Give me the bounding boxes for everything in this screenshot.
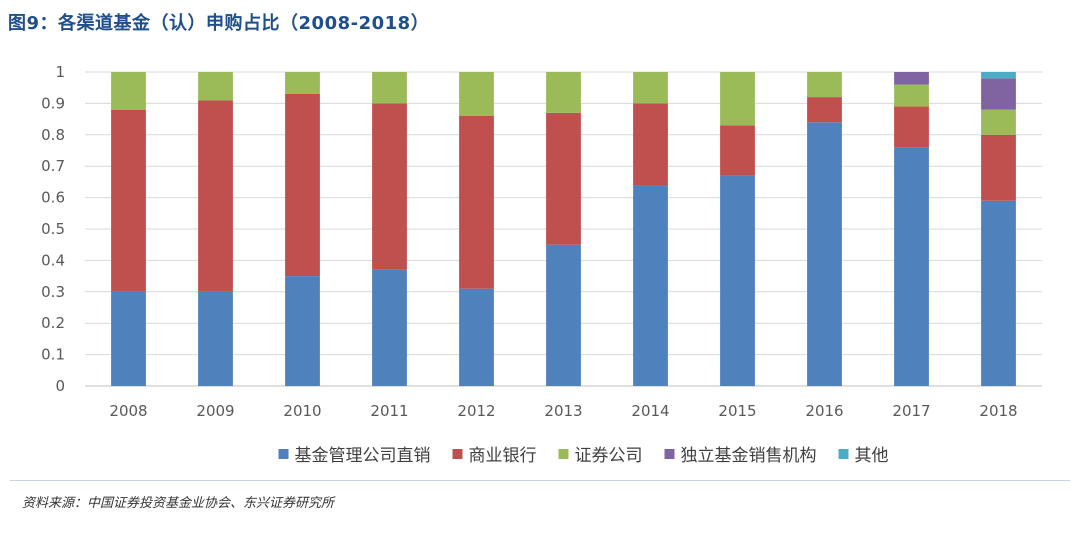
legend-swatch — [452, 449, 463, 459]
legend-label: 证券公司 — [575, 446, 643, 466]
bar-segment — [285, 276, 320, 386]
legend: 基金管理公司直销 商业银行 证券公司 独立基金销售机构 其他 — [278, 446, 889, 466]
y-tick-label: 0.2 — [41, 314, 65, 332]
legend-swatch — [664, 449, 675, 459]
bar-segment — [807, 72, 842, 98]
bar-segment — [894, 84, 929, 107]
divider — [10, 480, 1070, 481]
y-tick-label: 1 — [55, 63, 65, 81]
bar-segment — [372, 269, 407, 386]
source-note: 资料来源：中国证券投资基金业协会、东兴证券研究所 — [22, 496, 335, 511]
x-tick-label: 2015 — [718, 402, 756, 420]
bar-segment — [459, 72, 494, 116]
bar-segment — [111, 291, 146, 386]
x-tick-label: 2017 — [892, 402, 930, 420]
bar-segment — [981, 134, 1016, 201]
y-tick-label: 0.7 — [41, 157, 65, 175]
x-tick-label: 2012 — [457, 402, 495, 420]
legend-label: 商业银行 — [469, 446, 537, 466]
legend-swatch — [838, 449, 849, 459]
legend-label: 基金管理公司直销 — [295, 446, 431, 466]
bar-segment — [111, 72, 146, 110]
bar-segment — [633, 72, 668, 104]
x-tick-label: 2011 — [370, 402, 408, 420]
x-tick-label: 2014 — [631, 402, 669, 420]
bar-segment — [981, 72, 1016, 79]
bar-segment — [633, 103, 668, 186]
y-tick-label: 0.5 — [41, 220, 65, 238]
legend-label: 其他 — [855, 446, 889, 466]
bar-segment — [111, 109, 146, 292]
y-tick-label: 0 — [55, 377, 65, 395]
x-axis: 2008 2009 2010 2011 2012 2013 2014 2015 2016 2017… — [109, 402, 1017, 420]
bar-segment — [807, 97, 842, 123]
x-tick-label: 2013 — [544, 402, 582, 420]
legend-label: 独立基金销售机构 — [681, 446, 817, 466]
bar-segment — [546, 112, 581, 245]
y-tick-label: 0.9 — [41, 94, 65, 112]
y-tick-label: 0.3 — [41, 283, 65, 301]
bar-segment — [198, 72, 233, 101]
x-tick-label: 2009 — [196, 402, 234, 420]
bar-segment — [894, 72, 929, 85]
bar-segment — [720, 125, 755, 176]
y-tick-label: 0.1 — [41, 346, 65, 364]
x-tick-label: 2010 — [283, 402, 321, 420]
bar-segment — [372, 103, 407, 270]
chart-title: 图9：各渠道基金（认）申购占比（2008-2018） — [8, 13, 430, 34]
bar-segment — [198, 291, 233, 386]
legend-swatch — [278, 449, 289, 459]
bar-segment — [546, 244, 581, 386]
bar-segment — [546, 72, 581, 113]
y-tick-label: 0.6 — [41, 189, 65, 207]
bar-segment — [198, 100, 233, 292]
x-tick-label: 2016 — [805, 402, 843, 420]
bar-segment — [894, 147, 929, 386]
y-tick-label: 0.8 — [41, 126, 65, 144]
legend-swatch — [558, 449, 569, 459]
x-tick-label: 2008 — [109, 402, 147, 420]
bar-segment — [807, 122, 842, 387]
bar-segment — [459, 288, 494, 386]
bar-segment — [981, 78, 1016, 110]
bar-segment — [894, 106, 929, 148]
bar-segment — [285, 93, 320, 277]
bar-segment — [720, 72, 755, 126]
bar-segment — [720, 175, 755, 386]
bar-segment — [372, 72, 407, 104]
bar-segment — [459, 115, 494, 289]
bar-segment — [981, 200, 1016, 386]
y-tick-label: 0.4 — [41, 251, 65, 269]
bar-segment — [633, 185, 668, 386]
bar-segment — [285, 72, 320, 94]
bars — [111, 72, 1016, 387]
x-tick-label: 2018 — [979, 402, 1017, 420]
bar-segment — [981, 109, 1016, 135]
y-axis: 0 0.1 0.2 0.3 0.4 0.5 0.6 0.7 0.8 0.9 1 — [41, 63, 65, 395]
